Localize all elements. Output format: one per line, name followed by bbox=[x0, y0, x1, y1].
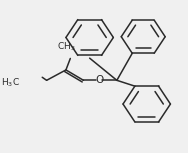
Text: H$_3$C: H$_3$C bbox=[1, 76, 20, 89]
Text: CH$_3$: CH$_3$ bbox=[57, 40, 76, 53]
Text: O: O bbox=[95, 75, 103, 85]
